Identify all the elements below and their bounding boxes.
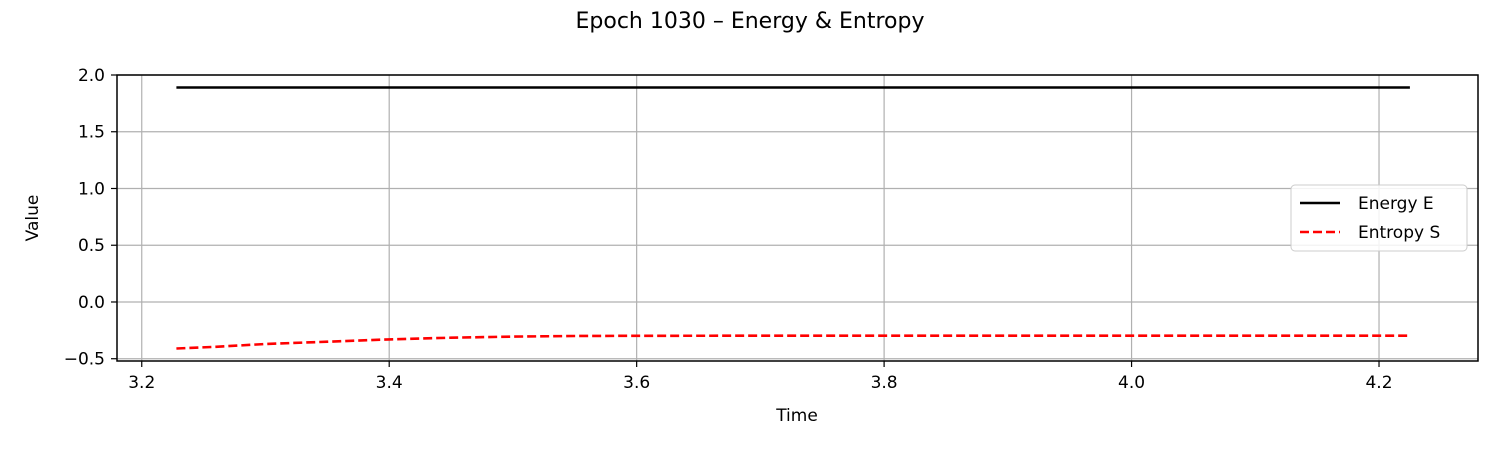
y-tick-label: 0.5 xyxy=(78,236,105,256)
x-tick-label: 4.0 xyxy=(1118,373,1145,393)
series-layer xyxy=(176,86,1410,350)
y-tick-label: 1.5 xyxy=(78,123,105,143)
grid-lines xyxy=(117,74,1478,361)
chart-title: Epoch 1030 – Energy & Entropy xyxy=(576,9,925,34)
legend: Energy E Entropy S xyxy=(1290,184,1468,252)
x-tick-label: 3.2 xyxy=(128,373,155,393)
x-axis-label: Time xyxy=(775,406,818,426)
y-tick-label: −0.5 xyxy=(64,350,105,370)
legend-label: Entropy S xyxy=(1358,223,1440,243)
legend-box xyxy=(1290,184,1468,252)
y-tick-label: 0.0 xyxy=(78,293,105,313)
y-tick-label: 2.0 xyxy=(78,66,105,86)
series-line-entropy xyxy=(176,334,1410,350)
x-axis-ticks: 3.2 3.4 3.6 3.8 4.0 4.2 xyxy=(128,361,1393,393)
plot-frame xyxy=(116,74,1479,362)
x-tick-label: 3.4 xyxy=(376,373,403,393)
x-tick-label: 3.6 xyxy=(623,373,650,393)
y-tick-label: 1.0 xyxy=(78,179,105,199)
y-axis-ticks: −0.5 0.0 0.5 1.0 1.5 2.0 xyxy=(64,66,117,370)
x-tick-label: 3.8 xyxy=(871,373,898,393)
y-axis-label: Value xyxy=(23,195,43,242)
legend-label: Energy E xyxy=(1358,194,1434,214)
x-tick-label: 4.2 xyxy=(1365,373,1392,393)
